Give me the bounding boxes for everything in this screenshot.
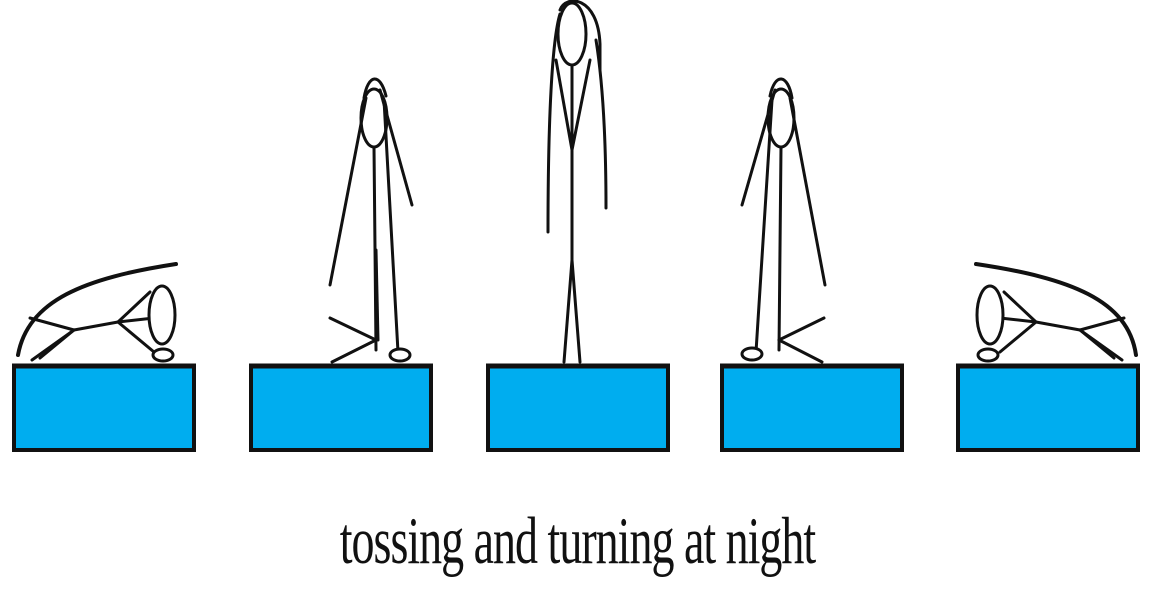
bed-1 — [12, 363, 196, 452]
bed-3 — [486, 363, 670, 452]
bed-2 — [249, 363, 433, 452]
caption: tossing and turning at night — [0, 507, 1155, 574]
caption-text: tossing and turning at night — [339, 503, 816, 578]
beds — [12, 363, 1140, 452]
figure-sitting-right — [328, 77, 414, 364]
bed-5 — [956, 363, 1140, 452]
figure-sitting-left — [740, 77, 827, 364]
figure-standing — [546, 0, 608, 364]
bed-4 — [720, 363, 904, 452]
figure-lying-left — [974, 262, 1138, 363]
figure-lying-right — [16, 262, 178, 363]
